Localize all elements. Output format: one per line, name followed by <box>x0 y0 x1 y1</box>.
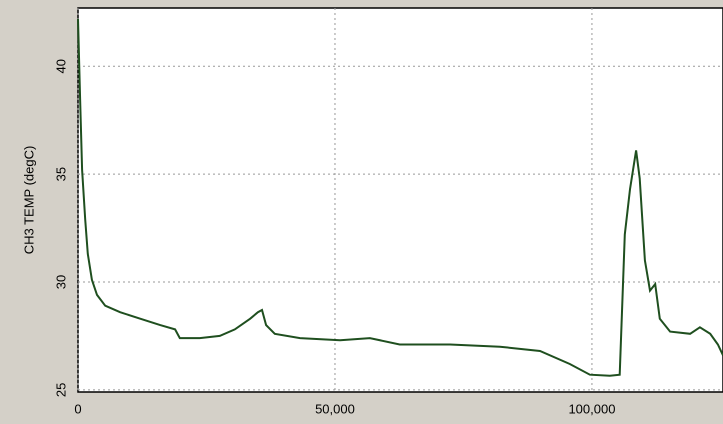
y-tick-label: 40 <box>53 59 68 73</box>
data-line <box>77 18 723 377</box>
x-tick-label: 50,000 <box>315 401 355 416</box>
y-tick-label: 35 <box>53 167 68 181</box>
y-axis-label: CH3 TEMP (degC) <box>21 146 36 255</box>
plot-area <box>77 7 723 393</box>
x-tick-label: 0 <box>74 401 81 416</box>
y-tick-label: 25 <box>53 383 68 397</box>
x-tick-label: 100,000 <box>568 401 615 416</box>
y-tick-label: 30 <box>53 275 68 289</box>
